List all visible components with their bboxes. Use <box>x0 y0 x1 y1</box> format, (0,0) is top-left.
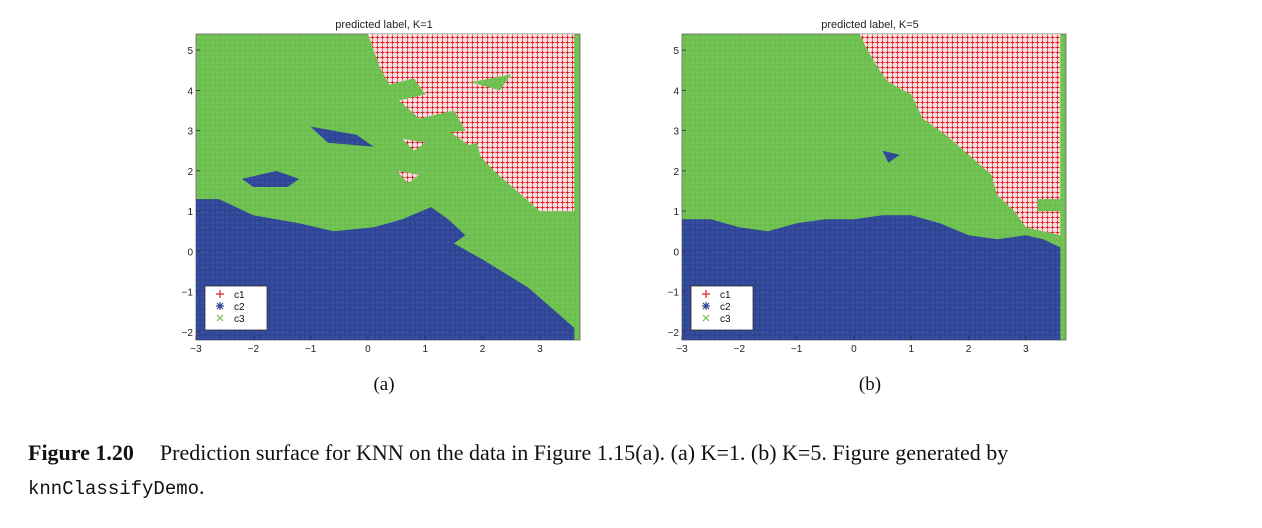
patch-c2-2 <box>419 251 460 280</box>
x-tick-label: −2 <box>734 344 746 355</box>
y-tick-label: 3 <box>187 127 193 138</box>
x-tick-label: −1 <box>305 344 317 355</box>
region-c2 <box>196 199 575 340</box>
panel-a-legend-c2: c2 <box>234 302 245 313</box>
patch-c2-1 <box>310 126 374 147</box>
panel-a-subcaption: (a) <box>373 374 394 395</box>
y-tick-label: −1 <box>182 288 194 299</box>
panel-b: predicted label, K=5 −3 −2 −1 0 1 2 3 −2 −1 0 1 2 3… <box>668 19 1067 395</box>
panel-a-y-ticks: −2 −1 0 1 2 3 4 5 <box>182 46 200 339</box>
panel-b-legend-c1: c1 <box>720 290 731 301</box>
y-tick-label: 5 <box>673 46 679 57</box>
y-tick-label: −2 <box>668 328 680 339</box>
panel-a-regions <box>196 34 575 340</box>
panel-a-legend-c1: c1 <box>234 290 245 301</box>
y-tick-label: −1 <box>668 288 680 299</box>
panel-b-y-ticks: −2 −1 0 1 2 3 4 5 <box>668 46 686 339</box>
panel-b-title: predicted label, K=5 <box>821 19 919 31</box>
patch-c2-1 <box>882 150 900 163</box>
y-tick-label: 3 <box>673 127 679 138</box>
caption-text: Prediction surface for KNN on the data i… <box>159 440 1009 465</box>
patch-c3-0 <box>367 78 426 103</box>
y-tick-label: 5 <box>187 46 193 57</box>
y-tick-label: 0 <box>187 247 193 258</box>
y-tick-label: 2 <box>673 167 679 178</box>
x-tick-label: 1 <box>422 344 428 355</box>
panel-a-x-ticks: −3 −2 −1 0 1 2 3 <box>190 336 543 355</box>
legend-c2-star-icon <box>216 302 224 310</box>
panel-a: predicted label, K=1 −3 −2 −1 0 1 2 3 −2 −1 0 1 2 3… <box>182 19 581 395</box>
x-tick-label: 2 <box>966 344 972 355</box>
panel-b-subcaption: (b) <box>859 374 881 395</box>
legend-c2-star-icon <box>702 302 710 310</box>
y-tick-label: 1 <box>673 207 679 218</box>
caption-code: knnClassifyDemo <box>28 478 200 500</box>
panel-a-title: predicted label, K=1 <box>335 19 433 31</box>
legend-c1-plus-icon <box>216 290 224 298</box>
y-tick-label: 4 <box>673 86 679 97</box>
panel-b-regions <box>682 34 1061 340</box>
patch-c3-2 <box>419 110 466 135</box>
panel-a-legend-c3: c3 <box>234 314 245 325</box>
x-tick-label: 0 <box>365 344 371 355</box>
region-c2 <box>682 215 1061 340</box>
patch-c1-0 <box>402 138 426 151</box>
x-tick-label: 3 <box>537 344 543 355</box>
x-tick-label: 1 <box>908 344 914 355</box>
region-c1 <box>859 34 1061 236</box>
x-tick-label: −3 <box>676 344 688 355</box>
panel-a-legend: c1 c2 c3 <box>204 285 268 331</box>
x-tick-label: −1 <box>791 344 803 355</box>
y-tick-label: 1 <box>187 207 193 218</box>
legend-c3-cross-icon <box>702 314 710 322</box>
patch-c2-0 <box>836 227 860 240</box>
patch-c2-0 <box>241 170 300 187</box>
patch-c2-3 <box>356 231 386 244</box>
panel-b-legend-box <box>690 285 754 331</box>
y-tick-label: −2 <box>182 328 194 339</box>
y-tick-label: 0 <box>673 247 679 258</box>
x-tick-label: −2 <box>248 344 260 355</box>
patch-c1-1 <box>396 170 420 183</box>
caption-end: . <box>199 474 205 499</box>
x-tick-label: 3 <box>1023 344 1029 355</box>
caption-label: Figure 1.20 <box>28 440 134 465</box>
panel-b-legend: c1 c2 c3 <box>690 285 754 331</box>
region-c1 <box>367 34 575 212</box>
legend-c3-cross-icon <box>216 314 224 322</box>
y-tick-label: 2 <box>187 167 193 178</box>
patch-c3-3 <box>436 142 483 163</box>
panel-b-x-ticks: −3 −2 −1 0 1 2 3 <box>676 336 1029 355</box>
figure-panels: predicted label, K=1 −3 −2 −1 0 1 2 3 −2 −1 0 1 2 3… <box>182 19 1067 395</box>
legend-c1-plus-icon <box>702 290 710 298</box>
x-tick-label: 2 <box>480 344 486 355</box>
panel-b-legend-c3: c3 <box>720 314 731 325</box>
panel-a-legend-box <box>204 285 268 331</box>
figure-caption: Figure 1.20 Prediction surface for KNN on… <box>28 436 1238 506</box>
x-tick-label: −3 <box>190 344 202 355</box>
patch-c3-0 <box>1037 199 1061 212</box>
panel-b-legend-c2: c2 <box>720 302 731 313</box>
y-tick-label: 4 <box>187 86 193 97</box>
patch-c3-1 <box>471 74 512 91</box>
x-tick-label: 0 <box>851 344 857 355</box>
